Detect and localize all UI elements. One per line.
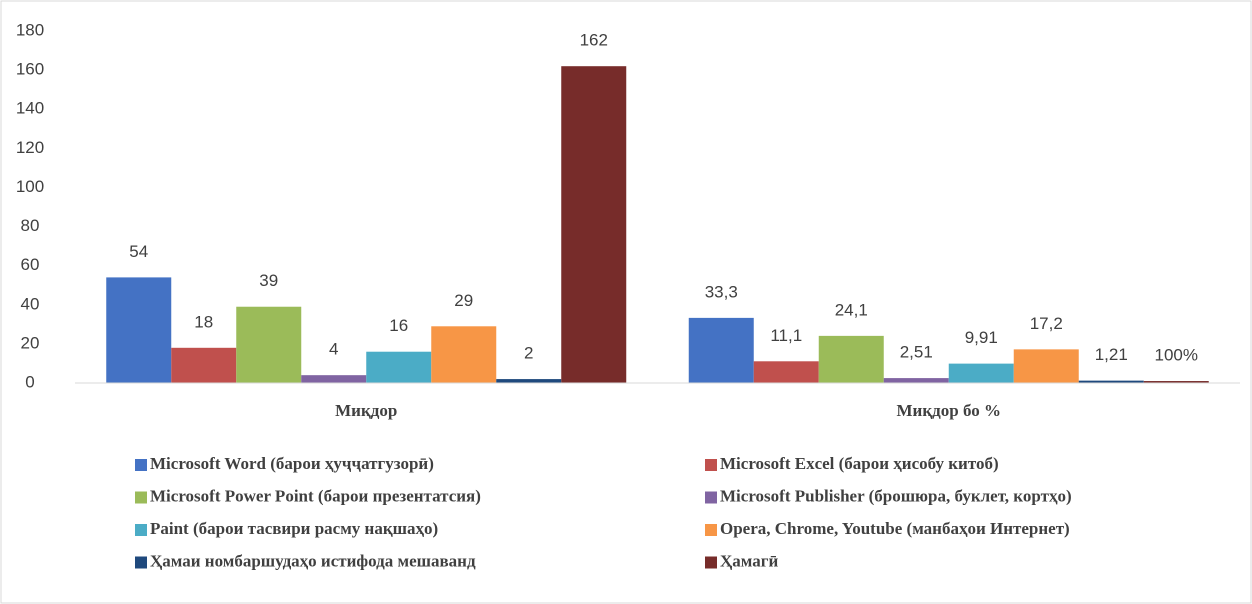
bar — [561, 66, 627, 383]
bar — [948, 363, 1014, 383]
bar — [883, 378, 949, 383]
bar — [106, 277, 172, 383]
data-label: 4 — [329, 340, 338, 359]
legend-swatch — [705, 459, 717, 471]
bar — [366, 351, 432, 383]
data-label: 54 — [129, 242, 148, 261]
bar — [753, 361, 819, 383]
legend-label: Opera, Chrome, Youtube (манбаҳои Интерне… — [720, 519, 1070, 538]
data-label: 17,2 — [1030, 314, 1063, 333]
x-tick-label: Миқдор — [335, 401, 397, 420]
y-tick-label: 20 — [21, 333, 40, 352]
legend-label: Ҳамагӣ — [720, 551, 778, 570]
bar — [301, 375, 367, 383]
data-label: 2 — [524, 344, 533, 363]
y-tick-label: 60 — [21, 255, 40, 274]
legend-swatch — [705, 524, 717, 536]
y-tick-label: 80 — [21, 216, 40, 235]
bar — [171, 347, 237, 383]
bar — [431, 326, 497, 383]
data-label: 11,1 — [770, 326, 802, 345]
x-tick-label: Миқдор бо % — [897, 401, 1001, 420]
bar — [236, 306, 302, 383]
data-label: 9,91 — [965, 328, 998, 347]
y-tick-label: 160 — [16, 60, 44, 79]
y-tick-label: 180 — [16, 20, 44, 39]
data-label: 100% — [1155, 346, 1198, 365]
legend-swatch — [135, 459, 147, 471]
y-tick-label: 140 — [16, 99, 44, 118]
legend-swatch — [135, 556, 147, 569]
data-label: 18 — [194, 312, 213, 331]
data-label: 1,21 — [1095, 345, 1128, 364]
data-label: 39 — [259, 271, 278, 290]
y-tick-label: 100 — [16, 177, 44, 196]
y-tick-label: 120 — [16, 138, 44, 157]
bar — [688, 317, 754, 383]
data-label: 16 — [389, 316, 408, 335]
y-tick-label: 0 — [25, 372, 34, 391]
legend-swatch — [705, 556, 717, 569]
data-label: 33,3 — [705, 282, 738, 301]
y-tick-label: 40 — [21, 294, 40, 313]
data-label: 162 — [580, 31, 608, 50]
legend-label: Microsoft Publisher (брошюра, буклет, ко… — [720, 486, 1072, 505]
bar — [1013, 349, 1079, 383]
legend-swatch — [705, 491, 717, 504]
data-label: 2,51 — [900, 343, 933, 362]
bar — [1078, 380, 1144, 383]
legend-label: Microsoft Excel (барои ҳисобу китоб) — [720, 454, 999, 473]
legend-label: Microsoft Power Point (барои презентатси… — [150, 486, 481, 505]
bar — [818, 335, 884, 383]
legend-label: Microsoft Word (барои ҳуҷҷатгузорӣ) — [150, 454, 434, 473]
data-label: 24,1 — [835, 300, 868, 319]
legend-label: Paint (барои тасвири расму нақшаҳо) — [150, 519, 438, 538]
legend-swatch — [135, 524, 147, 536]
data-label: 29 — [454, 291, 473, 310]
bar — [496, 379, 562, 383]
bar — [1143, 381, 1209, 383]
legend-swatch — [135, 491, 147, 504]
legend-label: Ҳамаи номбаршудаҳо истифода мешаванд — [150, 551, 476, 570]
